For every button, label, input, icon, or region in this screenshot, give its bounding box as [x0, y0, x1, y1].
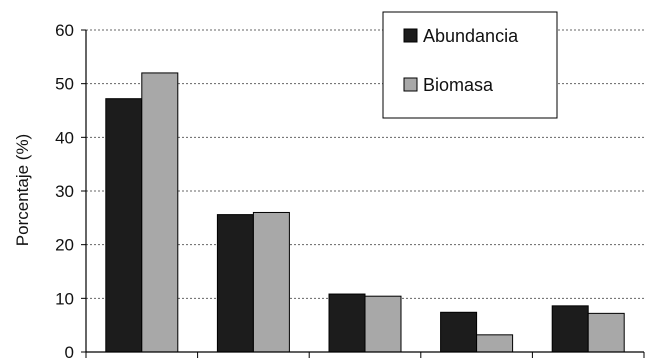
legend: Abundancia Biomasa: [382, 11, 558, 119]
bar-biomasa-3: [364, 295, 402, 353]
legend-swatch-abundancia: [403, 28, 418, 43]
bar-abundancia-1: [105, 98, 143, 353]
y-ticks: 0 10 20 30 40 50 60: [55, 21, 86, 361]
y-tick-label-40: 40: [55, 128, 74, 147]
bar-biomasa-4: [476, 334, 514, 353]
bar-abundancia-2: [216, 214, 254, 353]
bar-biomasa-1: [141, 72, 179, 353]
legend-swatch-biomasa: [403, 77, 418, 92]
bar-abundancia-3: [328, 293, 366, 353]
y-tick-label-30: 30: [55, 182, 74, 201]
bar-abundancia-5: [551, 305, 589, 353]
bar-biomasa-2: [252, 211, 290, 353]
y-tick-label-50: 50: [55, 75, 74, 94]
y-tick-label-10: 10: [55, 289, 74, 308]
y-tick-label-0: 0: [65, 343, 74, 361]
y-axis-title: Porcentaje (%): [13, 134, 32, 246]
y-tick-label-60: 60: [55, 21, 74, 40]
bar-biomasa-5: [587, 312, 625, 353]
legend-label-biomasa: Biomasa: [423, 75, 494, 95]
y-tick-label-20: 20: [55, 236, 74, 255]
legend-label-abundancia: Abundancia: [423, 26, 519, 46]
bar-abundancia-4: [440, 311, 478, 353]
